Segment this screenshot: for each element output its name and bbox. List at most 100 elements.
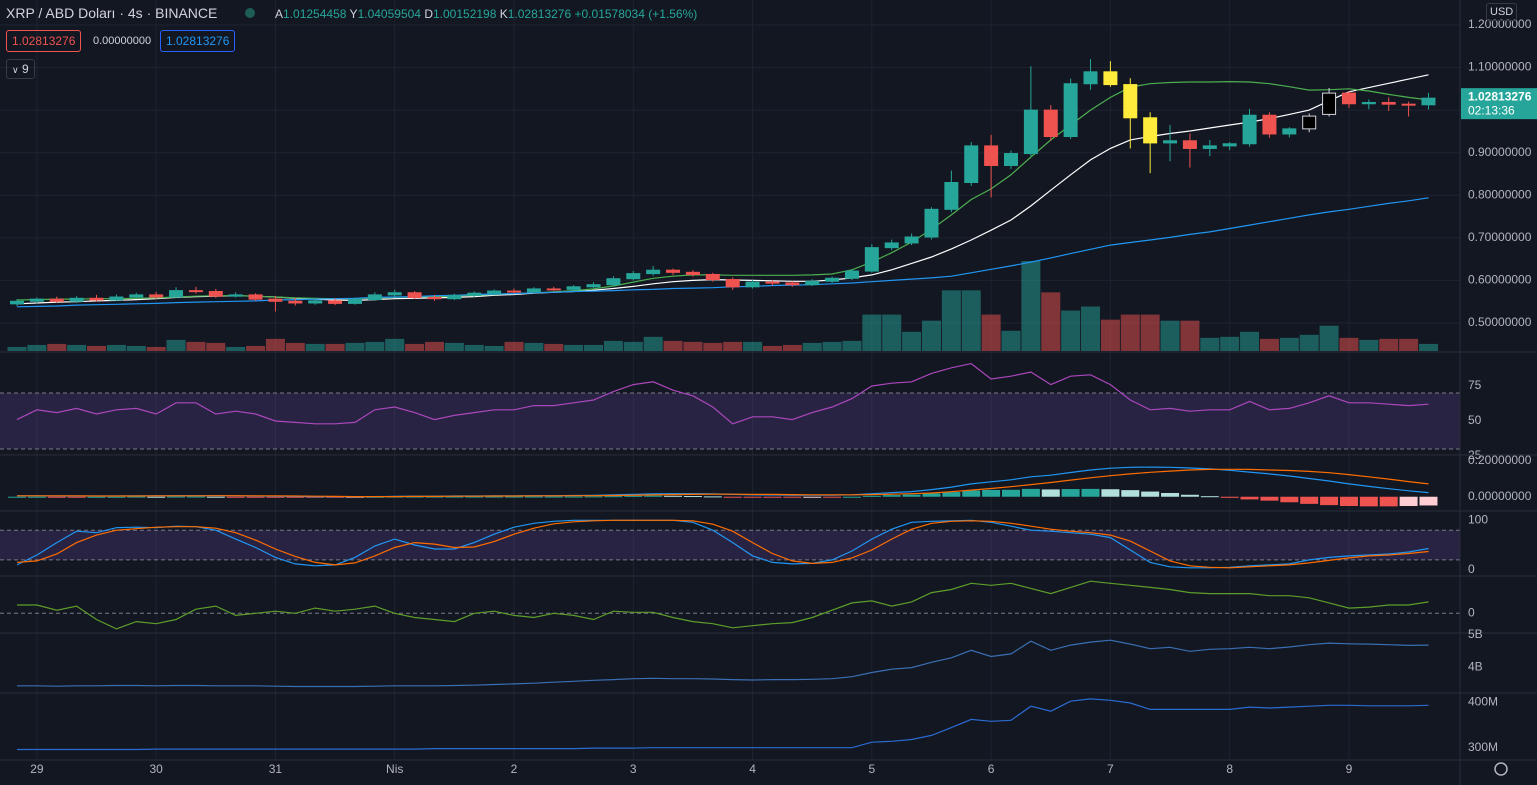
volume-bar — [1359, 339, 1379, 351]
histogram-bar — [524, 496, 543, 498]
symbol-title[interactable]: XRP / ABD Doları · 4s · BINANCE — [6, 5, 218, 21]
histogram-bar — [365, 496, 384, 498]
histogram-bar — [186, 496, 205, 498]
series-line — [17, 698, 1429, 751]
y-tick-label: 400M — [1468, 694, 1498, 708]
histogram-bar — [604, 496, 623, 498]
y-tick-label: 0.60000000 — [1468, 273, 1532, 287]
candle-body — [1222, 143, 1237, 147]
volume-bar — [7, 346, 27, 351]
volume-bar — [822, 341, 842, 351]
y-tick-label: 100 — [1468, 512, 1488, 526]
candle-body — [1401, 103, 1416, 106]
panel — [17, 639, 1429, 688]
candle-body — [864, 247, 879, 272]
y-tick-label: 1.10000000 — [1468, 60, 1532, 74]
currency[interactable]: USD — [1486, 3, 1518, 21]
chevron: ∨ — [12, 65, 19, 75]
volume-bar — [186, 341, 206, 351]
panel — [0, 519, 1460, 569]
histogram-bar — [664, 495, 683, 497]
candle-body — [507, 290, 521, 293]
histogram-bar — [644, 495, 663, 497]
series-line — [17, 466, 1429, 498]
candle-body — [1341, 92, 1356, 105]
series-line — [16, 362, 1429, 425]
candle-body — [944, 182, 959, 210]
ohlc-value: 1.00152198 — [432, 7, 497, 21]
histogram-bar — [1141, 491, 1160, 497]
candle-body — [904, 236, 919, 244]
volume-bar — [663, 340, 683, 351]
indicator-count: 9 — [21, 62, 29, 76]
candle-body — [586, 284, 601, 288]
volume-bar — [961, 290, 981, 351]
volume-bar — [782, 344, 802, 351]
settings-icon[interactable] — [1494, 762, 1508, 776]
volume-bar — [424, 341, 444, 351]
candle-body — [188, 290, 203, 293]
candle-body — [1421, 97, 1436, 106]
candle-body — [884, 242, 899, 249]
candle-body — [1103, 71, 1118, 86]
histogram-bar — [1161, 492, 1180, 497]
volume-bar — [743, 341, 763, 351]
volume-bar — [126, 345, 146, 351]
series-line — [16, 197, 1429, 308]
candle-body — [487, 290, 502, 294]
volume-bar — [902, 331, 922, 351]
ohlc-label: A — [275, 7, 284, 21]
histogram-bar — [1002, 489, 1020, 497]
input-box[interactable]: 1.02813276 — [6, 30, 82, 52]
candle-body — [1282, 128, 1297, 135]
status-dot — [245, 8, 255, 18]
indicator-toggle[interactable]: ∨ 9 — [6, 59, 35, 79]
volume-bar — [623, 341, 643, 351]
candle-body — [208, 290, 223, 297]
volume-bar — [27, 344, 47, 351]
input-value[interactable]: 0.00000000 — [93, 35, 152, 47]
volume-bar — [1379, 338, 1399, 351]
histogram-bar — [763, 496, 782, 498]
candle-body — [1043, 109, 1058, 138]
series-line — [17, 580, 1429, 630]
candle-body — [984, 145, 999, 166]
volume-bar — [226, 346, 246, 351]
input-box[interactable]: 1.02813276 — [160, 30, 236, 52]
histogram-bar — [266, 496, 285, 498]
candle-body — [1023, 109, 1038, 155]
histogram-bar — [286, 496, 305, 498]
candle-body — [785, 282, 800, 286]
y-tick-label: 0.00000000 — [1468, 489, 1532, 503]
candle-body — [705, 273, 720, 281]
histogram-bar — [842, 496, 861, 498]
x-tick-label: 31 — [269, 762, 283, 776]
histogram-bar — [723, 496, 742, 498]
y-tick-label: 0.80000000 — [1468, 187, 1532, 201]
candle-body — [49, 298, 64, 302]
histogram-bar — [902, 494, 921, 497]
candle-body — [268, 298, 283, 302]
volume-bar — [1299, 334, 1319, 351]
candle-body — [745, 281, 760, 288]
histogram-bar — [47, 496, 66, 498]
x-tick-label: 9 — [1346, 762, 1353, 776]
volume-bar — [1240, 331, 1260, 351]
candle-body — [1322, 92, 1337, 115]
candle-body — [328, 300, 343, 304]
histogram-bar — [544, 496, 563, 498]
series-line — [17, 639, 1429, 688]
histogram-bar — [1399, 496, 1418, 507]
candle-body — [964, 145, 979, 184]
volume-bar — [265, 338, 285, 351]
x-tick-label: 30 — [149, 762, 163, 776]
candle-body — [387, 292, 402, 296]
series-line — [16, 519, 1429, 569]
histogram-bar — [942, 492, 961, 497]
candle-body — [169, 290, 184, 298]
histogram-bar — [167, 496, 186, 498]
histogram-bar — [8, 496, 26, 498]
histogram-bar — [862, 495, 881, 497]
candle-body — [685, 271, 700, 275]
volume-bar — [1120, 314, 1140, 351]
